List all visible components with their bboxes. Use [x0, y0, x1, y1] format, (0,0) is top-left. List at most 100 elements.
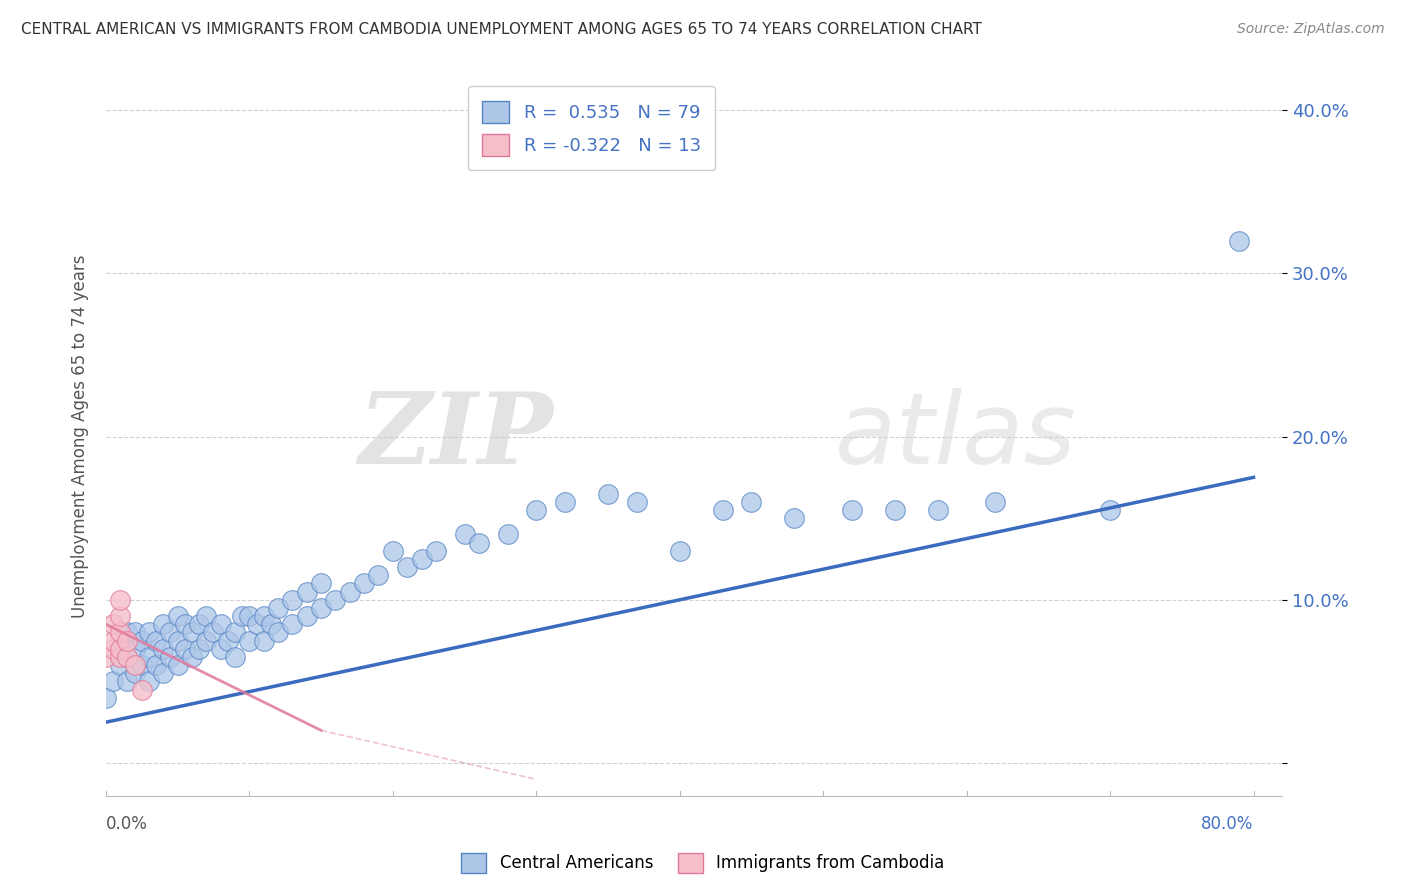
Point	[267, 625, 290, 640]
Point	[281, 617, 304, 632]
Point	[94, 690, 117, 705]
Point	[101, 641, 124, 656]
Point	[231, 609, 253, 624]
Point	[131, 682, 153, 697]
Text: 80.0%: 80.0%	[1201, 815, 1254, 833]
Point	[202, 625, 225, 640]
Point	[188, 617, 211, 632]
Point	[117, 633, 139, 648]
Point	[238, 633, 260, 648]
Y-axis label: Unemployment Among Ages 65 to 74 years: Unemployment Among Ages 65 to 74 years	[72, 255, 89, 618]
Point	[152, 617, 174, 632]
Point	[138, 649, 160, 664]
Point	[110, 609, 132, 624]
Point	[110, 641, 132, 656]
Text: 0.0%: 0.0%	[105, 815, 148, 833]
Point	[596, 486, 619, 500]
Point	[209, 617, 232, 632]
Point	[166, 609, 188, 624]
Point	[1227, 234, 1250, 248]
Point	[195, 633, 218, 648]
Point	[173, 617, 195, 632]
Point	[166, 633, 188, 648]
Point	[152, 641, 174, 656]
Legend: R =  0.535   N = 79, R = -0.322   N = 13: R = 0.535 N = 79, R = -0.322 N = 13	[468, 87, 716, 170]
Text: CENTRAL AMERICAN VS IMMIGRANTS FROM CAMBODIA UNEMPLOYMENT AMONG AGES 65 TO 74 YE: CENTRAL AMERICAN VS IMMIGRANTS FROM CAMB…	[21, 22, 981, 37]
Text: Source: ZipAtlas.com: Source: ZipAtlas.com	[1237, 22, 1385, 37]
Point	[101, 633, 124, 648]
Point	[740, 495, 762, 509]
Point	[159, 625, 181, 640]
Point	[110, 641, 132, 656]
Point	[138, 625, 160, 640]
Point	[295, 584, 318, 599]
Point	[883, 503, 905, 517]
Point	[101, 617, 124, 632]
Point	[188, 641, 211, 656]
Point	[253, 633, 276, 648]
Point	[209, 641, 232, 656]
Point	[124, 658, 146, 673]
Point	[145, 633, 167, 648]
Point	[309, 601, 332, 615]
Point	[425, 544, 447, 558]
Point	[224, 625, 246, 640]
Point	[124, 625, 146, 640]
Point	[411, 552, 433, 566]
Point	[1099, 503, 1122, 517]
Point	[353, 576, 375, 591]
Point	[124, 666, 146, 681]
Point	[145, 658, 167, 673]
Point	[841, 503, 863, 517]
Point	[381, 544, 404, 558]
Point	[131, 658, 153, 673]
Point	[181, 649, 204, 664]
Point	[117, 674, 139, 689]
Text: atlas: atlas	[835, 388, 1077, 485]
Point	[453, 527, 475, 541]
Point	[195, 609, 218, 624]
Point	[94, 649, 117, 664]
Point	[367, 568, 389, 582]
Point	[711, 503, 734, 517]
Point	[131, 633, 153, 648]
Point	[524, 503, 547, 517]
Point	[110, 625, 132, 640]
Point	[110, 592, 132, 607]
Point	[626, 495, 648, 509]
Text: ZIP: ZIP	[359, 388, 553, 485]
Point	[110, 649, 132, 664]
Point	[927, 503, 949, 517]
Point	[245, 617, 267, 632]
Point	[173, 641, 195, 656]
Point	[117, 625, 139, 640]
Point	[396, 560, 419, 574]
Point	[117, 649, 139, 664]
Point	[668, 544, 690, 558]
Point	[281, 592, 304, 607]
Point	[124, 641, 146, 656]
Point	[238, 609, 260, 624]
Point	[101, 674, 124, 689]
Point	[984, 495, 1007, 509]
Point	[295, 609, 318, 624]
Point	[267, 601, 290, 615]
Point	[224, 649, 246, 664]
Point	[783, 511, 806, 525]
Point	[138, 674, 160, 689]
Point	[152, 666, 174, 681]
Point	[217, 633, 239, 648]
Point	[339, 584, 361, 599]
Point	[181, 625, 204, 640]
Point	[554, 495, 576, 509]
Point	[117, 649, 139, 664]
Point	[468, 535, 491, 549]
Point	[309, 576, 332, 591]
Point	[110, 658, 132, 673]
Legend: Central Americans, Immigrants from Cambodia: Central Americans, Immigrants from Cambo…	[454, 847, 952, 880]
Point	[159, 649, 181, 664]
Point	[496, 527, 519, 541]
Point	[325, 592, 347, 607]
Point	[166, 658, 188, 673]
Point	[253, 609, 276, 624]
